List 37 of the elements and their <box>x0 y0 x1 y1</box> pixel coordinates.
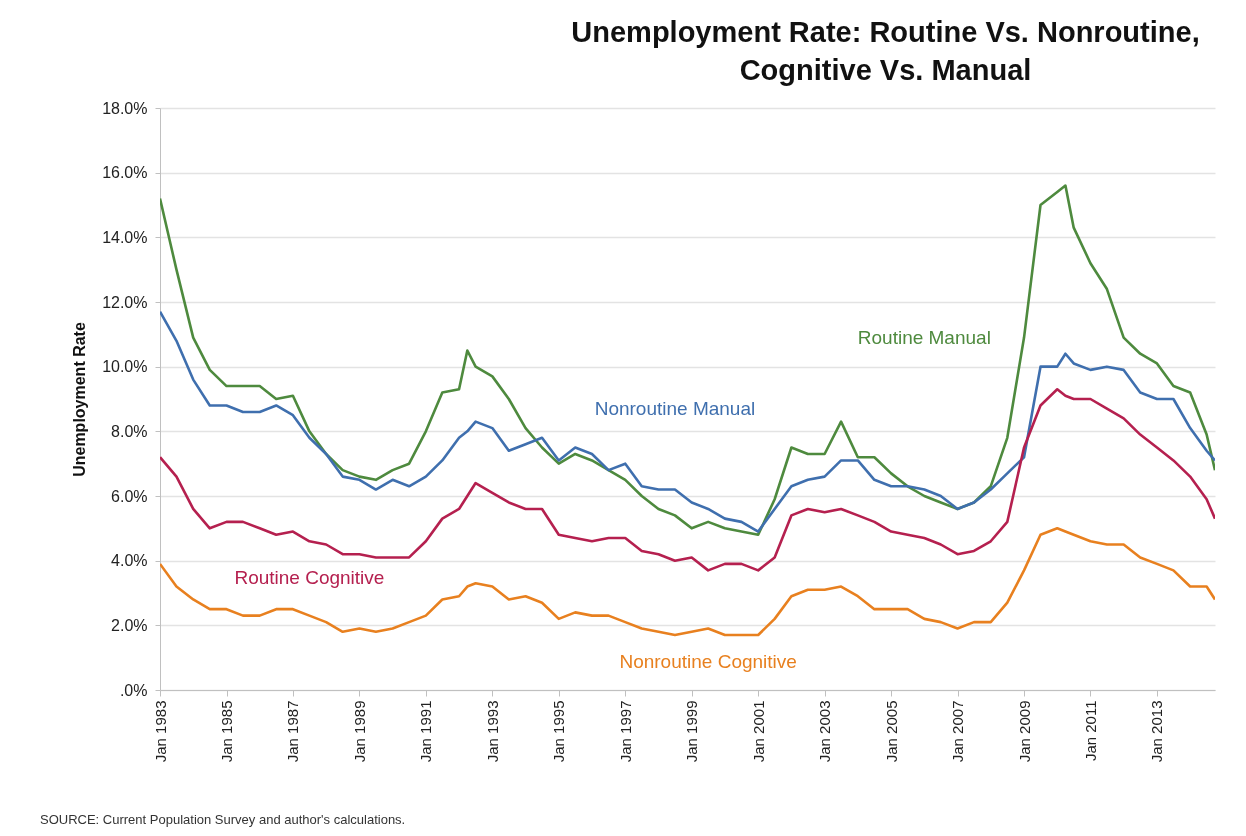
series-label: Routine Manual <box>857 327 991 348</box>
x-tick-label: Jan 1991 <box>417 700 435 763</box>
y-tick-label: 12.0% <box>102 293 148 311</box>
y-tick-label: 8.0% <box>111 422 148 440</box>
x-tick-label: Jan 1985 <box>218 700 236 763</box>
series-label: Nonroutine Cognitive <box>619 650 797 672</box>
y-tick-label: 4.0% <box>111 552 148 570</box>
x-tick-label: Jan 2001 <box>749 700 767 763</box>
x-tick-label: Jan 2003 <box>816 700 834 763</box>
x-tick-label: Jan 2013 <box>1148 700 1166 763</box>
x-tick-label: Jan 1989 <box>350 700 368 763</box>
x-tick-label: Jan 1993 <box>483 700 501 763</box>
line-series <box>160 310 1215 533</box>
y-tick-label: 18.0% <box>102 99 148 117</box>
y-tick-label: 2.0% <box>111 616 148 634</box>
x-tick-label: Jan 1999 <box>683 700 701 763</box>
y-tick-label: 6.0% <box>111 487 148 505</box>
x-tick-label: Jan 1995 <box>550 700 568 763</box>
line-series <box>160 184 1215 537</box>
x-tick-label: Jan 2005 <box>882 700 900 763</box>
x-tick-label: Jan 1983 <box>151 700 169 763</box>
series-label: Nonroutine Manual <box>594 397 756 419</box>
y-axis-title: Unemployment Rate <box>71 322 89 477</box>
x-tick-label: Jan 2007 <box>949 700 967 763</box>
x-tick-label: Jan 2011 <box>1081 700 1099 762</box>
y-tick-label: 16.0% <box>102 164 148 182</box>
source-note: SOURCE: Current Population Survey and author's calculations. <box>40 812 406 827</box>
line-series <box>160 388 1215 572</box>
x-tick-label: Jan 1997 <box>616 700 634 763</box>
x-tick-label: Jan 1987 <box>284 700 302 763</box>
x-tick-label: Jan 2009 <box>1015 700 1033 763</box>
y-tick-label: 14.0% <box>102 228 148 246</box>
y-tick-label: .0% <box>119 681 148 699</box>
series-label: Routine Cognitive <box>234 567 385 589</box>
y-tick-label: 10.0% <box>102 358 148 376</box>
chart-title: Unemployment Rate: Routine Vs. Nonroutine, Cognitive Vs. Manual <box>571 16 1200 86</box>
line-series <box>160 527 1215 637</box>
